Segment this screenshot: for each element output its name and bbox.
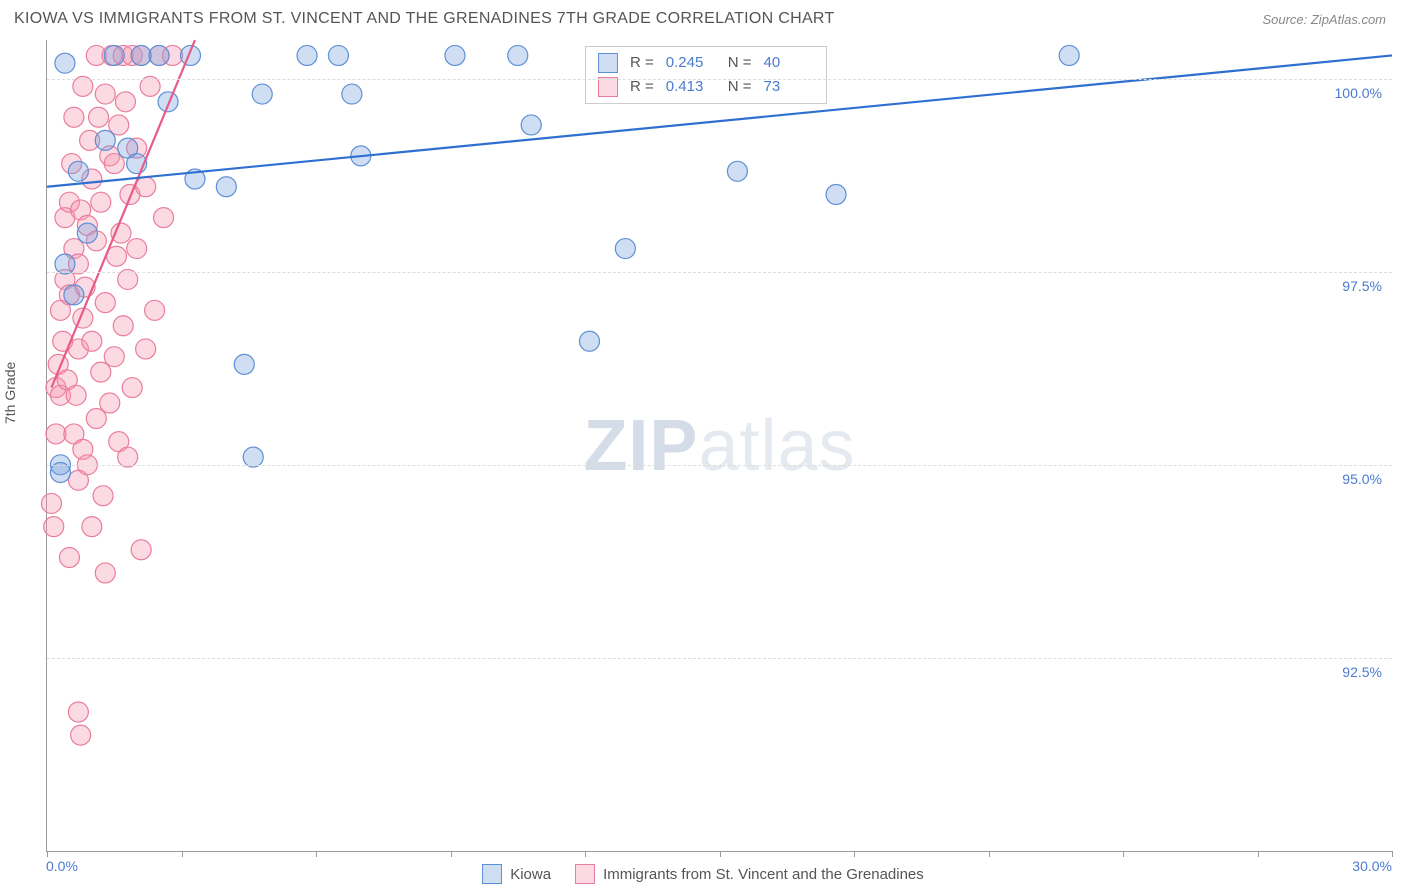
point-blue — [508, 45, 528, 65]
point-blue — [342, 84, 362, 104]
ytick-label: 92.5% — [1342, 664, 1382, 680]
plot-region: ZIPatlas R = 0.245 N = 40 R = 0.413 N = … — [46, 40, 1392, 852]
xtick — [720, 851, 721, 857]
legend-item-pink: Immigrants from St. Vincent and the Gren… — [575, 864, 924, 884]
point-pink — [145, 300, 165, 320]
point-pink — [71, 725, 91, 745]
legend-label-blue: Kiowa — [510, 866, 551, 883]
point-blue — [104, 45, 124, 65]
xtick — [47, 851, 48, 857]
point-pink — [127, 239, 147, 259]
xtick — [585, 851, 586, 857]
point-blue — [579, 331, 599, 351]
point-pink — [89, 107, 109, 127]
bottom-legend: Kiowa Immigrants from St. Vincent and th… — [0, 864, 1406, 884]
point-pink — [113, 316, 133, 336]
xtick — [1258, 851, 1259, 857]
legend-item-blue: Kiowa — [482, 864, 551, 884]
source-attribution: Source: ZipAtlas.com — [1262, 12, 1386, 27]
point-pink — [131, 540, 151, 560]
point-blue — [131, 45, 151, 65]
point-pink — [91, 192, 111, 212]
xtick — [989, 851, 990, 857]
point-pink — [109, 115, 129, 135]
point-pink — [95, 563, 115, 583]
point-blue — [328, 45, 348, 65]
point-blue — [445, 45, 465, 65]
point-blue — [77, 223, 97, 243]
point-blue — [615, 239, 635, 259]
point-blue — [1059, 45, 1079, 65]
point-pink — [82, 331, 102, 351]
legend-label-pink: Immigrants from St. Vincent and the Gren… — [603, 866, 924, 883]
ytick-label: 97.5% — [1342, 278, 1382, 294]
point-pink — [82, 517, 102, 537]
header: KIOWA VS IMMIGRANTS FROM ST. VINCENT AND… — [0, 0, 1406, 36]
point-pink — [115, 92, 135, 112]
y-axis-label: 7th Grade — [2, 362, 18, 424]
point-pink — [66, 385, 86, 405]
xtick — [1123, 851, 1124, 857]
point-blue — [216, 177, 236, 197]
xtick — [854, 851, 855, 857]
xtick — [451, 851, 452, 857]
point-blue — [95, 130, 115, 150]
point-blue — [158, 92, 178, 112]
trendline-blue — [47, 55, 1392, 186]
point-blue — [252, 84, 272, 104]
point-pink — [64, 107, 84, 127]
point-pink — [44, 517, 64, 537]
point-pink — [136, 177, 156, 197]
point-blue — [727, 161, 747, 181]
point-blue — [234, 354, 254, 374]
gridline — [47, 272, 1392, 273]
point-pink — [104, 347, 124, 367]
point-blue — [64, 285, 84, 305]
point-blue — [826, 184, 846, 204]
point-blue — [55, 53, 75, 73]
xtick — [1392, 851, 1393, 857]
point-blue — [68, 161, 88, 181]
point-pink — [95, 293, 115, 313]
point-blue — [297, 45, 317, 65]
point-pink — [154, 208, 174, 228]
point-pink — [100, 393, 120, 413]
point-pink — [122, 378, 142, 398]
point-pink — [93, 486, 113, 506]
ytick-label: 95.0% — [1342, 471, 1382, 487]
point-pink — [136, 339, 156, 359]
chart-title: KIOWA VS IMMIGRANTS FROM ST. VINCENT AND… — [14, 10, 835, 28]
xtick — [182, 851, 183, 857]
ytick-label: 100.0% — [1335, 85, 1382, 101]
point-pink — [46, 424, 66, 444]
swatch-pink — [575, 864, 595, 884]
point-pink — [104, 154, 124, 174]
point-blue — [521, 115, 541, 135]
swatch-blue — [482, 864, 502, 884]
gridline — [47, 658, 1392, 659]
point-pink — [111, 223, 131, 243]
point-pink — [68, 702, 88, 722]
point-pink — [59, 547, 79, 567]
xtick — [316, 851, 317, 857]
point-pink — [41, 493, 61, 513]
point-pink — [95, 84, 115, 104]
chart-area: 7th Grade ZIPatlas R = 0.245 N = 40 R = … — [14, 40, 1392, 852]
gridline — [47, 465, 1392, 466]
point-pink — [86, 408, 106, 428]
gridline — [47, 79, 1392, 80]
plot-svg — [47, 40, 1392, 851]
point-blue — [149, 45, 169, 65]
point-pink — [91, 362, 111, 382]
